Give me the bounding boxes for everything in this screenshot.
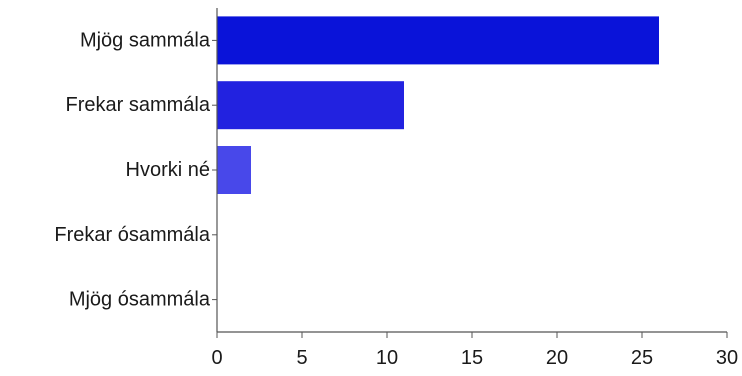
bar-1 xyxy=(217,16,659,65)
x-tick-labels: 0 5 10 15 20 25 30 xyxy=(211,347,738,369)
x-tick-label-0: 0 xyxy=(211,347,222,369)
category-labels: Mjög sammála Frekar sammála Hvorki né Freka… xyxy=(54,29,210,310)
axes-layer xyxy=(212,8,728,338)
bar-3 xyxy=(217,146,251,194)
x-tick-label-20: 20 xyxy=(546,347,568,369)
x-tick-label-5: 5 xyxy=(296,347,307,369)
category-label-3: Hvorki né xyxy=(126,159,210,181)
category-label-5: Mjög ósammála xyxy=(69,289,211,311)
bars-layer xyxy=(217,16,659,194)
x-tick-label-30: 30 xyxy=(716,347,738,369)
bar-2 xyxy=(217,81,404,130)
x-tick-label-10: 10 xyxy=(376,347,398,369)
x-tick-label-15: 15 xyxy=(461,347,483,369)
category-label-1: Mjög sammála xyxy=(80,29,211,51)
x-tick-label-25: 25 xyxy=(631,347,653,369)
category-label-4: Frekar ósammála xyxy=(54,224,210,246)
category-label-2: Frekar sammála xyxy=(66,94,211,116)
